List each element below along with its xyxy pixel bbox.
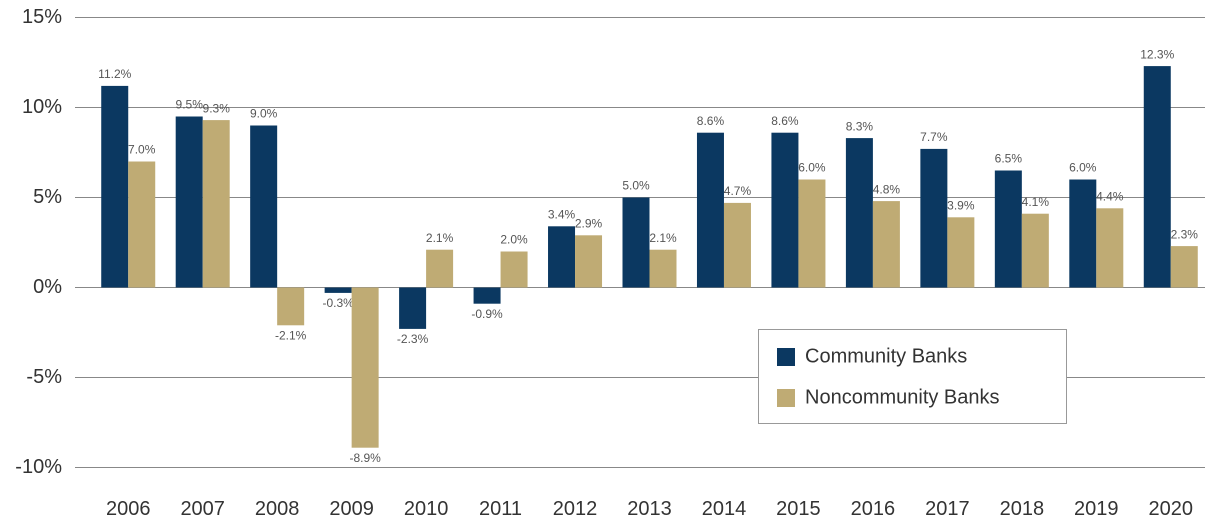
value-label: 6.0% <box>798 161 826 175</box>
value-label: 6.5% <box>995 152 1023 166</box>
bar <box>202 120 230 288</box>
bar <box>1069 179 1097 288</box>
value-label: -0.3% <box>322 296 354 310</box>
x-tick-label: 2015 <box>776 498 821 520</box>
bar <box>798 179 826 288</box>
bar <box>500 251 528 288</box>
value-label: 4.1% <box>1022 195 1050 209</box>
legend-box <box>758 329 1067 424</box>
bar <box>845 138 873 288</box>
x-tick-label: 2010 <box>404 498 449 520</box>
x-tick-label: 2009 <box>329 498 374 520</box>
value-label: 2.1% <box>426 231 454 245</box>
bar <box>622 197 650 288</box>
bar <box>128 161 156 288</box>
value-label: -8.9% <box>349 451 381 465</box>
value-label: -2.3% <box>397 332 429 346</box>
value-label: -2.1% <box>275 328 307 342</box>
x-tick-label: 2016 <box>851 498 896 520</box>
value-label: 11.2% <box>98 67 131 81</box>
bar <box>649 249 677 288</box>
bar <box>872 201 900 288</box>
y-tick-label: 15% <box>22 6 62 28</box>
bar <box>723 202 751 288</box>
value-label: 8.6% <box>771 114 799 128</box>
bar <box>1143 66 1171 288</box>
bar <box>399 287 427 329</box>
value-label: 2.0% <box>500 233 528 247</box>
bar <box>1170 246 1198 288</box>
x-tick-label: 2017 <box>925 498 970 520</box>
bar <box>351 287 379 448</box>
x-tick-label: 2007 <box>180 498 225 520</box>
value-label: -0.9% <box>471 307 503 321</box>
y-tick-label: -10% <box>15 456 62 478</box>
x-tick-label: 2020 <box>1149 498 1194 520</box>
value-label: 8.3% <box>846 119 874 133</box>
bar <box>1021 213 1049 288</box>
value-label: 9.3% <box>203 101 231 115</box>
legend-swatch <box>777 389 795 407</box>
legend-label: Community Banks <box>805 345 967 367</box>
value-label: 9.0% <box>250 107 278 121</box>
y-tick-label: -5% <box>26 366 62 388</box>
bar <box>947 217 975 288</box>
x-tick-label: 2019 <box>1074 498 1119 520</box>
y-tick-label: 5% <box>33 186 62 208</box>
value-label: 7.7% <box>920 130 948 144</box>
bar <box>324 287 352 293</box>
value-label: 12.3% <box>1140 47 1174 61</box>
bar <box>1096 208 1124 288</box>
value-label: 6.0% <box>1069 161 1097 175</box>
bar <box>250 125 278 288</box>
x-tick-label: 2018 <box>1000 498 1045 520</box>
bar <box>994 170 1022 288</box>
x-tick-label: 2012 <box>553 498 598 520</box>
value-label: 7.0% <box>128 143 156 157</box>
bar <box>696 132 724 288</box>
legend-swatch <box>777 348 795 366</box>
value-label: 4.4% <box>1096 189 1124 203</box>
bar <box>101 85 129 288</box>
x-tick-label: 2014 <box>702 498 747 520</box>
x-tick-label: 2011 <box>479 498 522 520</box>
bar <box>548 226 576 288</box>
value-label: 2.9% <box>575 216 603 230</box>
bar <box>277 287 305 326</box>
bar <box>575 235 603 288</box>
value-label: 9.5% <box>176 98 204 112</box>
value-label: 2.1% <box>649 231 677 245</box>
value-label: 2.3% <box>1171 227 1199 241</box>
value-label: 3.4% <box>548 207 576 221</box>
x-tick-label: 2013 <box>627 498 672 520</box>
legend-label: Noncommunity Banks <box>805 386 1000 408</box>
value-label: 4.8% <box>873 182 901 196</box>
y-tick-label: 0% <box>33 276 62 298</box>
value-label: 4.7% <box>724 184 752 198</box>
value-label: 5.0% <box>622 179 650 193</box>
bar <box>473 287 501 304</box>
y-tick-label: 10% <box>22 96 62 118</box>
bar <box>426 249 454 288</box>
bar <box>175 116 203 288</box>
value-label: 3.9% <box>947 198 975 212</box>
x-tick-label: 2008 <box>255 498 300 520</box>
x-tick-label: 2006 <box>106 498 151 520</box>
value-label: 8.6% <box>697 114 725 128</box>
bar <box>771 132 799 288</box>
bar <box>920 148 948 288</box>
